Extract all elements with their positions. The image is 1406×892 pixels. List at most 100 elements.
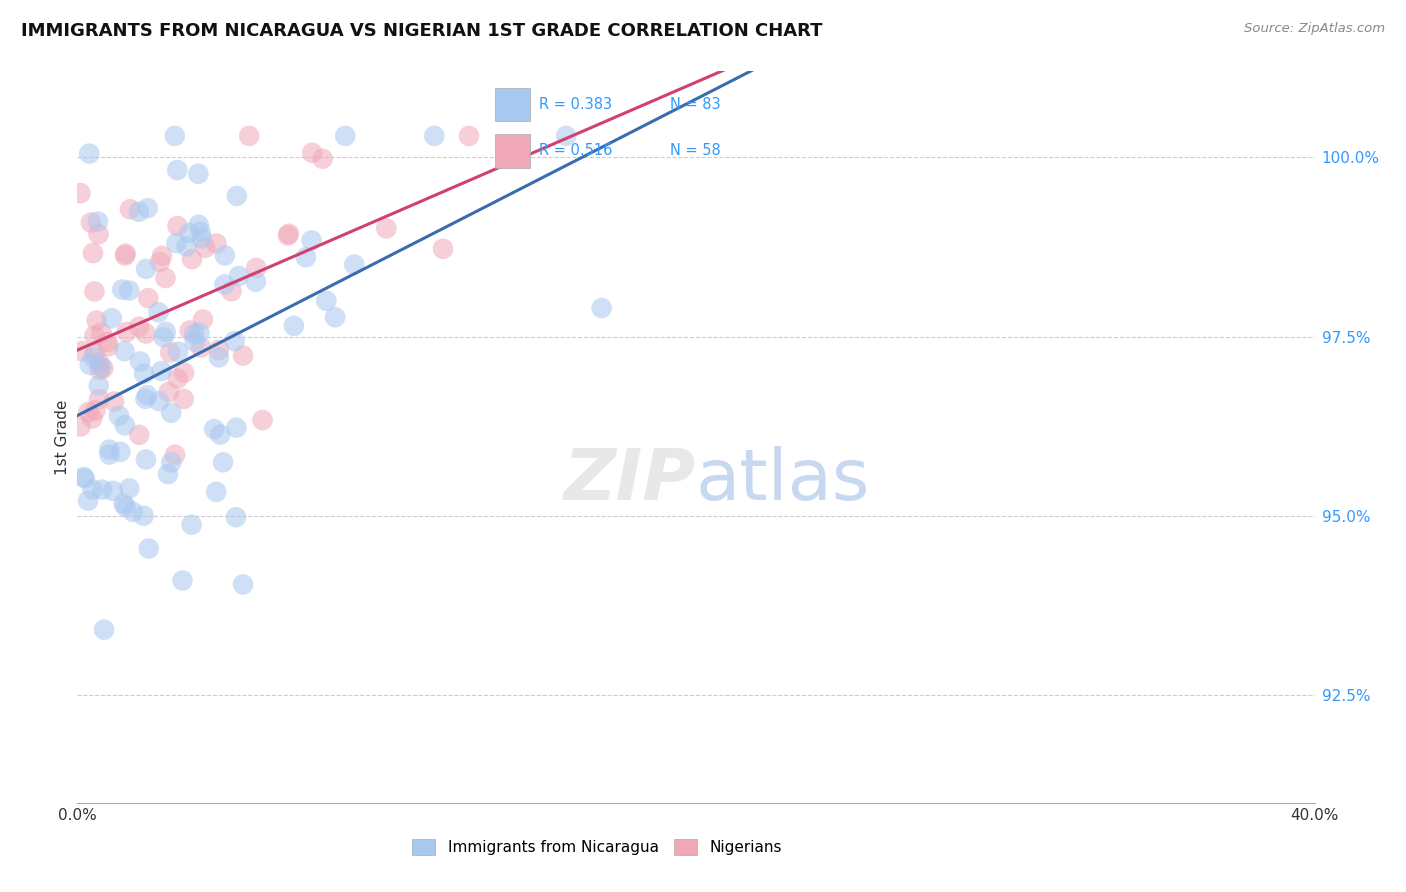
Point <box>72 470 94 484</box>
Point <box>152 330 174 344</box>
Point <box>167 344 190 359</box>
Point <box>432 242 454 256</box>
Point <box>128 427 150 442</box>
Point <box>101 483 124 498</box>
Point <box>188 326 211 340</box>
Point <box>225 510 247 524</box>
Point <box>160 406 183 420</box>
Point <box>108 409 131 423</box>
Point <box>157 384 180 399</box>
Point <box>183 326 205 341</box>
Point <box>93 623 115 637</box>
Point <box>98 448 121 462</box>
Point <box>118 482 141 496</box>
Point <box>138 541 160 556</box>
Point <box>458 128 481 143</box>
Point <box>148 305 170 319</box>
Point <box>149 255 172 269</box>
Point <box>114 246 136 260</box>
Point <box>84 346 107 360</box>
Point <box>315 293 337 308</box>
Point <box>98 442 121 457</box>
Point <box>69 186 91 200</box>
Point <box>311 152 333 166</box>
Point <box>87 214 110 228</box>
Point <box>148 394 170 409</box>
Point <box>136 388 159 402</box>
Point <box>155 271 177 285</box>
Point <box>277 227 299 241</box>
Y-axis label: 1st Grade: 1st Grade <box>55 400 70 475</box>
Point <box>86 313 108 327</box>
Point <box>245 275 267 289</box>
Point <box>135 261 157 276</box>
Point <box>224 334 246 348</box>
Point <box>180 517 202 532</box>
Point <box>101 311 124 326</box>
Point <box>176 239 198 253</box>
Point <box>335 128 357 143</box>
Point <box>136 201 159 215</box>
Point <box>69 419 91 434</box>
Point <box>205 484 228 499</box>
Point <box>83 328 105 343</box>
Point <box>150 364 173 378</box>
Point <box>114 248 136 262</box>
Point <box>166 163 188 178</box>
Point <box>82 246 104 260</box>
Point <box>232 577 254 591</box>
Point <box>205 236 228 251</box>
Point <box>79 146 101 161</box>
Point <box>173 392 195 406</box>
Point <box>128 319 150 334</box>
Point <box>555 128 578 143</box>
Point <box>114 500 136 514</box>
Point <box>343 258 366 272</box>
Point <box>283 318 305 333</box>
Point <box>179 324 201 338</box>
Point <box>70 344 93 359</box>
Point <box>172 574 194 588</box>
Point <box>301 233 323 247</box>
Point <box>295 250 318 264</box>
Point <box>77 493 100 508</box>
Point <box>118 284 141 298</box>
Point <box>112 497 135 511</box>
Point <box>134 392 156 406</box>
Point <box>214 277 236 292</box>
Legend: Immigrants from Nicaragua, Nigerians: Immigrants from Nicaragua, Nigerians <box>406 833 787 861</box>
Point <box>132 367 155 381</box>
Point <box>163 128 186 143</box>
Point <box>238 128 260 143</box>
Point <box>159 345 181 359</box>
Point <box>96 334 118 349</box>
Point <box>191 312 214 326</box>
Point <box>97 339 120 353</box>
Point <box>252 413 274 427</box>
Point <box>135 452 157 467</box>
Point <box>191 231 214 245</box>
Point <box>184 334 207 349</box>
Point <box>80 215 103 229</box>
Point <box>82 351 104 365</box>
Point <box>181 252 204 266</box>
Point <box>90 326 112 340</box>
Point <box>114 418 136 433</box>
Point <box>190 341 212 355</box>
Point <box>208 343 231 357</box>
Point <box>91 483 114 497</box>
Point <box>84 403 107 417</box>
Point <box>232 349 254 363</box>
Point <box>225 420 247 434</box>
Point <box>122 505 145 519</box>
Point <box>160 455 183 469</box>
Point <box>194 241 217 255</box>
Point <box>118 202 141 217</box>
Text: IMMIGRANTS FROM NICARAGUA VS NIGERIAN 1ST GRADE CORRELATION CHART: IMMIGRANTS FROM NICARAGUA VS NIGERIAN 1S… <box>21 22 823 40</box>
Point <box>155 325 177 339</box>
Point <box>87 392 110 406</box>
Point <box>129 354 152 368</box>
Point <box>82 411 104 425</box>
Point <box>90 359 112 374</box>
Point <box>87 378 110 392</box>
